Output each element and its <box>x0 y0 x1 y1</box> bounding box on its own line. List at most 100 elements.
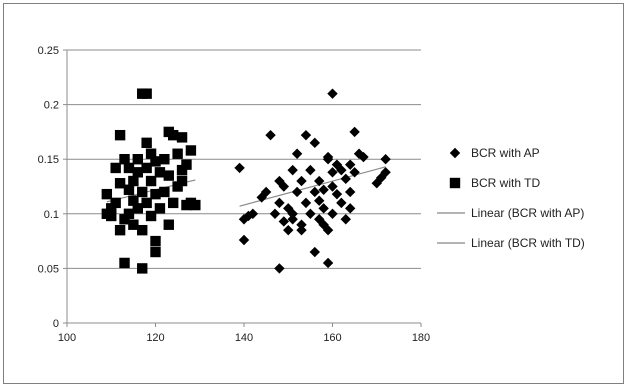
x-tick-label: 100 <box>58 332 76 344</box>
x-tick-label: 180 <box>412 332 430 344</box>
point-bcr-with-td <box>150 235 161 247</box>
point-bcr-with-td <box>185 145 197 156</box>
y-tick-label: 0.25 <box>38 45 59 57</box>
point-bcr-with-td <box>163 219 174 230</box>
point-bcr-with-td <box>137 186 148 198</box>
point-bcr-with-ap <box>322 154 334 165</box>
point-bcr-with-ap <box>305 164 316 176</box>
point-bcr-with-td <box>163 170 174 181</box>
point-bcr-with-td <box>168 197 179 209</box>
y-tick-label: 0.1 <box>44 209 59 221</box>
point-bcr-with-ap <box>340 173 351 185</box>
point-bcr-with-td <box>154 167 166 178</box>
point-bcr-with-td <box>154 203 166 214</box>
point-bcr-with-ap <box>296 224 307 236</box>
point-bcr-with-ap <box>345 203 356 214</box>
point-bcr-with-td <box>145 148 157 159</box>
point-bcr-with-ap <box>340 214 351 225</box>
point-bcr-with-ap <box>345 159 356 170</box>
legend-marker-square <box>449 177 461 189</box>
point-bcr-with-td <box>110 197 121 209</box>
point-bcr-with-td <box>150 156 161 167</box>
point-bcr-with-td <box>132 203 143 214</box>
point-bcr-with-td <box>123 184 135 195</box>
point-bcr-with-ap <box>345 186 356 198</box>
point-bcr-with-td <box>168 129 179 141</box>
point-bcr-with-ap <box>309 137 320 149</box>
point-bcr-with-ap <box>327 181 338 192</box>
legend-label: Linear (BCR with TD) <box>471 236 585 250</box>
point-bcr-with-ap <box>278 216 290 227</box>
point-bcr-with-td <box>145 175 157 187</box>
point-bcr-with-td <box>110 162 121 174</box>
point-bcr-with-td <box>141 137 152 149</box>
point-bcr-with-td <box>119 214 130 225</box>
point-bcr-with-td <box>172 181 183 192</box>
point-bcr-with-ap <box>296 175 307 187</box>
point-bcr-with-td <box>137 263 148 274</box>
point-bcr-with-ap <box>234 162 245 174</box>
point-bcr-with-ap <box>314 195 325 206</box>
point-bcr-with-td <box>132 154 143 165</box>
y-tick-label: 0.05 <box>38 263 59 275</box>
point-bcr-with-ap <box>243 210 254 222</box>
point-bcr-with-td <box>114 224 126 236</box>
point-bcr-with-td <box>128 195 139 206</box>
point-bcr-with-td <box>128 175 139 187</box>
point-bcr-with-td <box>181 159 192 170</box>
point-bcr-with-td <box>119 154 130 165</box>
point-bcr-with-td <box>141 88 152 99</box>
point-bcr-with-td <box>176 175 188 187</box>
x-tick-label: 140 <box>235 332 253 344</box>
point-bcr-with-ap <box>300 129 312 141</box>
point-bcr-with-td <box>141 197 152 209</box>
point-bcr-with-td <box>106 203 117 214</box>
x-tick-label: 120 <box>146 332 164 344</box>
point-bcr-with-td <box>150 246 161 258</box>
legend-label: BCR with TD <box>471 176 540 190</box>
point-bcr-with-ap <box>380 167 391 178</box>
point-bcr-with-ap <box>318 184 329 195</box>
point-bcr-with-ap <box>349 167 360 178</box>
point-bcr-with-ap <box>318 219 329 230</box>
point-bcr-with-ap <box>291 186 303 198</box>
legend-label: BCR with AP <box>471 146 540 160</box>
point-bcr-with-ap <box>331 188 343 200</box>
point-bcr-with-ap <box>322 224 334 236</box>
point-bcr-with-td <box>176 132 188 143</box>
point-bcr-with-ap <box>287 164 298 176</box>
point-bcr-with-ap <box>358 151 369 163</box>
point-bcr-with-td <box>128 219 139 230</box>
point-bcr-with-ap <box>322 257 334 269</box>
point-bcr-with-ap <box>278 181 290 192</box>
point-bcr-with-td <box>132 167 143 178</box>
point-bcr-with-td <box>145 210 157 222</box>
point-bcr-with-ap <box>327 88 338 99</box>
point-bcr-with-ap <box>274 263 285 274</box>
point-bcr-with-ap <box>305 208 316 219</box>
axes: 0 0.05 0.1 0.15 0.2 0.25 100 120 140 160 180 <box>38 45 431 344</box>
point-bcr-with-ap <box>327 208 338 219</box>
point-bcr-with-td <box>159 154 170 165</box>
legend-marker-diamond <box>449 147 461 159</box>
point-bcr-with-ap <box>260 186 272 198</box>
point-bcr-with-ap <box>291 148 303 159</box>
point-bcr-with-td <box>114 178 126 189</box>
point-bcr-with-ap <box>380 154 391 165</box>
y-tick-label: 0.2 <box>44 100 59 112</box>
y-tick-label: 0.15 <box>38 154 59 166</box>
point-bcr-with-td <box>137 224 148 236</box>
point-bcr-with-ap <box>287 214 298 225</box>
point-bcr-with-ap <box>314 175 325 187</box>
point-bcr-with-ap <box>318 203 329 214</box>
point-bcr-with-ap <box>274 197 285 209</box>
point-bcr-with-td <box>159 186 170 198</box>
point-bcr-with-td <box>114 129 126 141</box>
point-bcr-with-ap <box>331 159 343 170</box>
point-bcr-with-td <box>123 208 135 219</box>
point-bcr-with-ap <box>336 197 347 209</box>
point-bcr-with-ap <box>327 167 338 178</box>
point-bcr-with-td <box>101 188 113 200</box>
legend: BCR with AP BCR with TD Linear (BCR with A… <box>437 146 585 250</box>
